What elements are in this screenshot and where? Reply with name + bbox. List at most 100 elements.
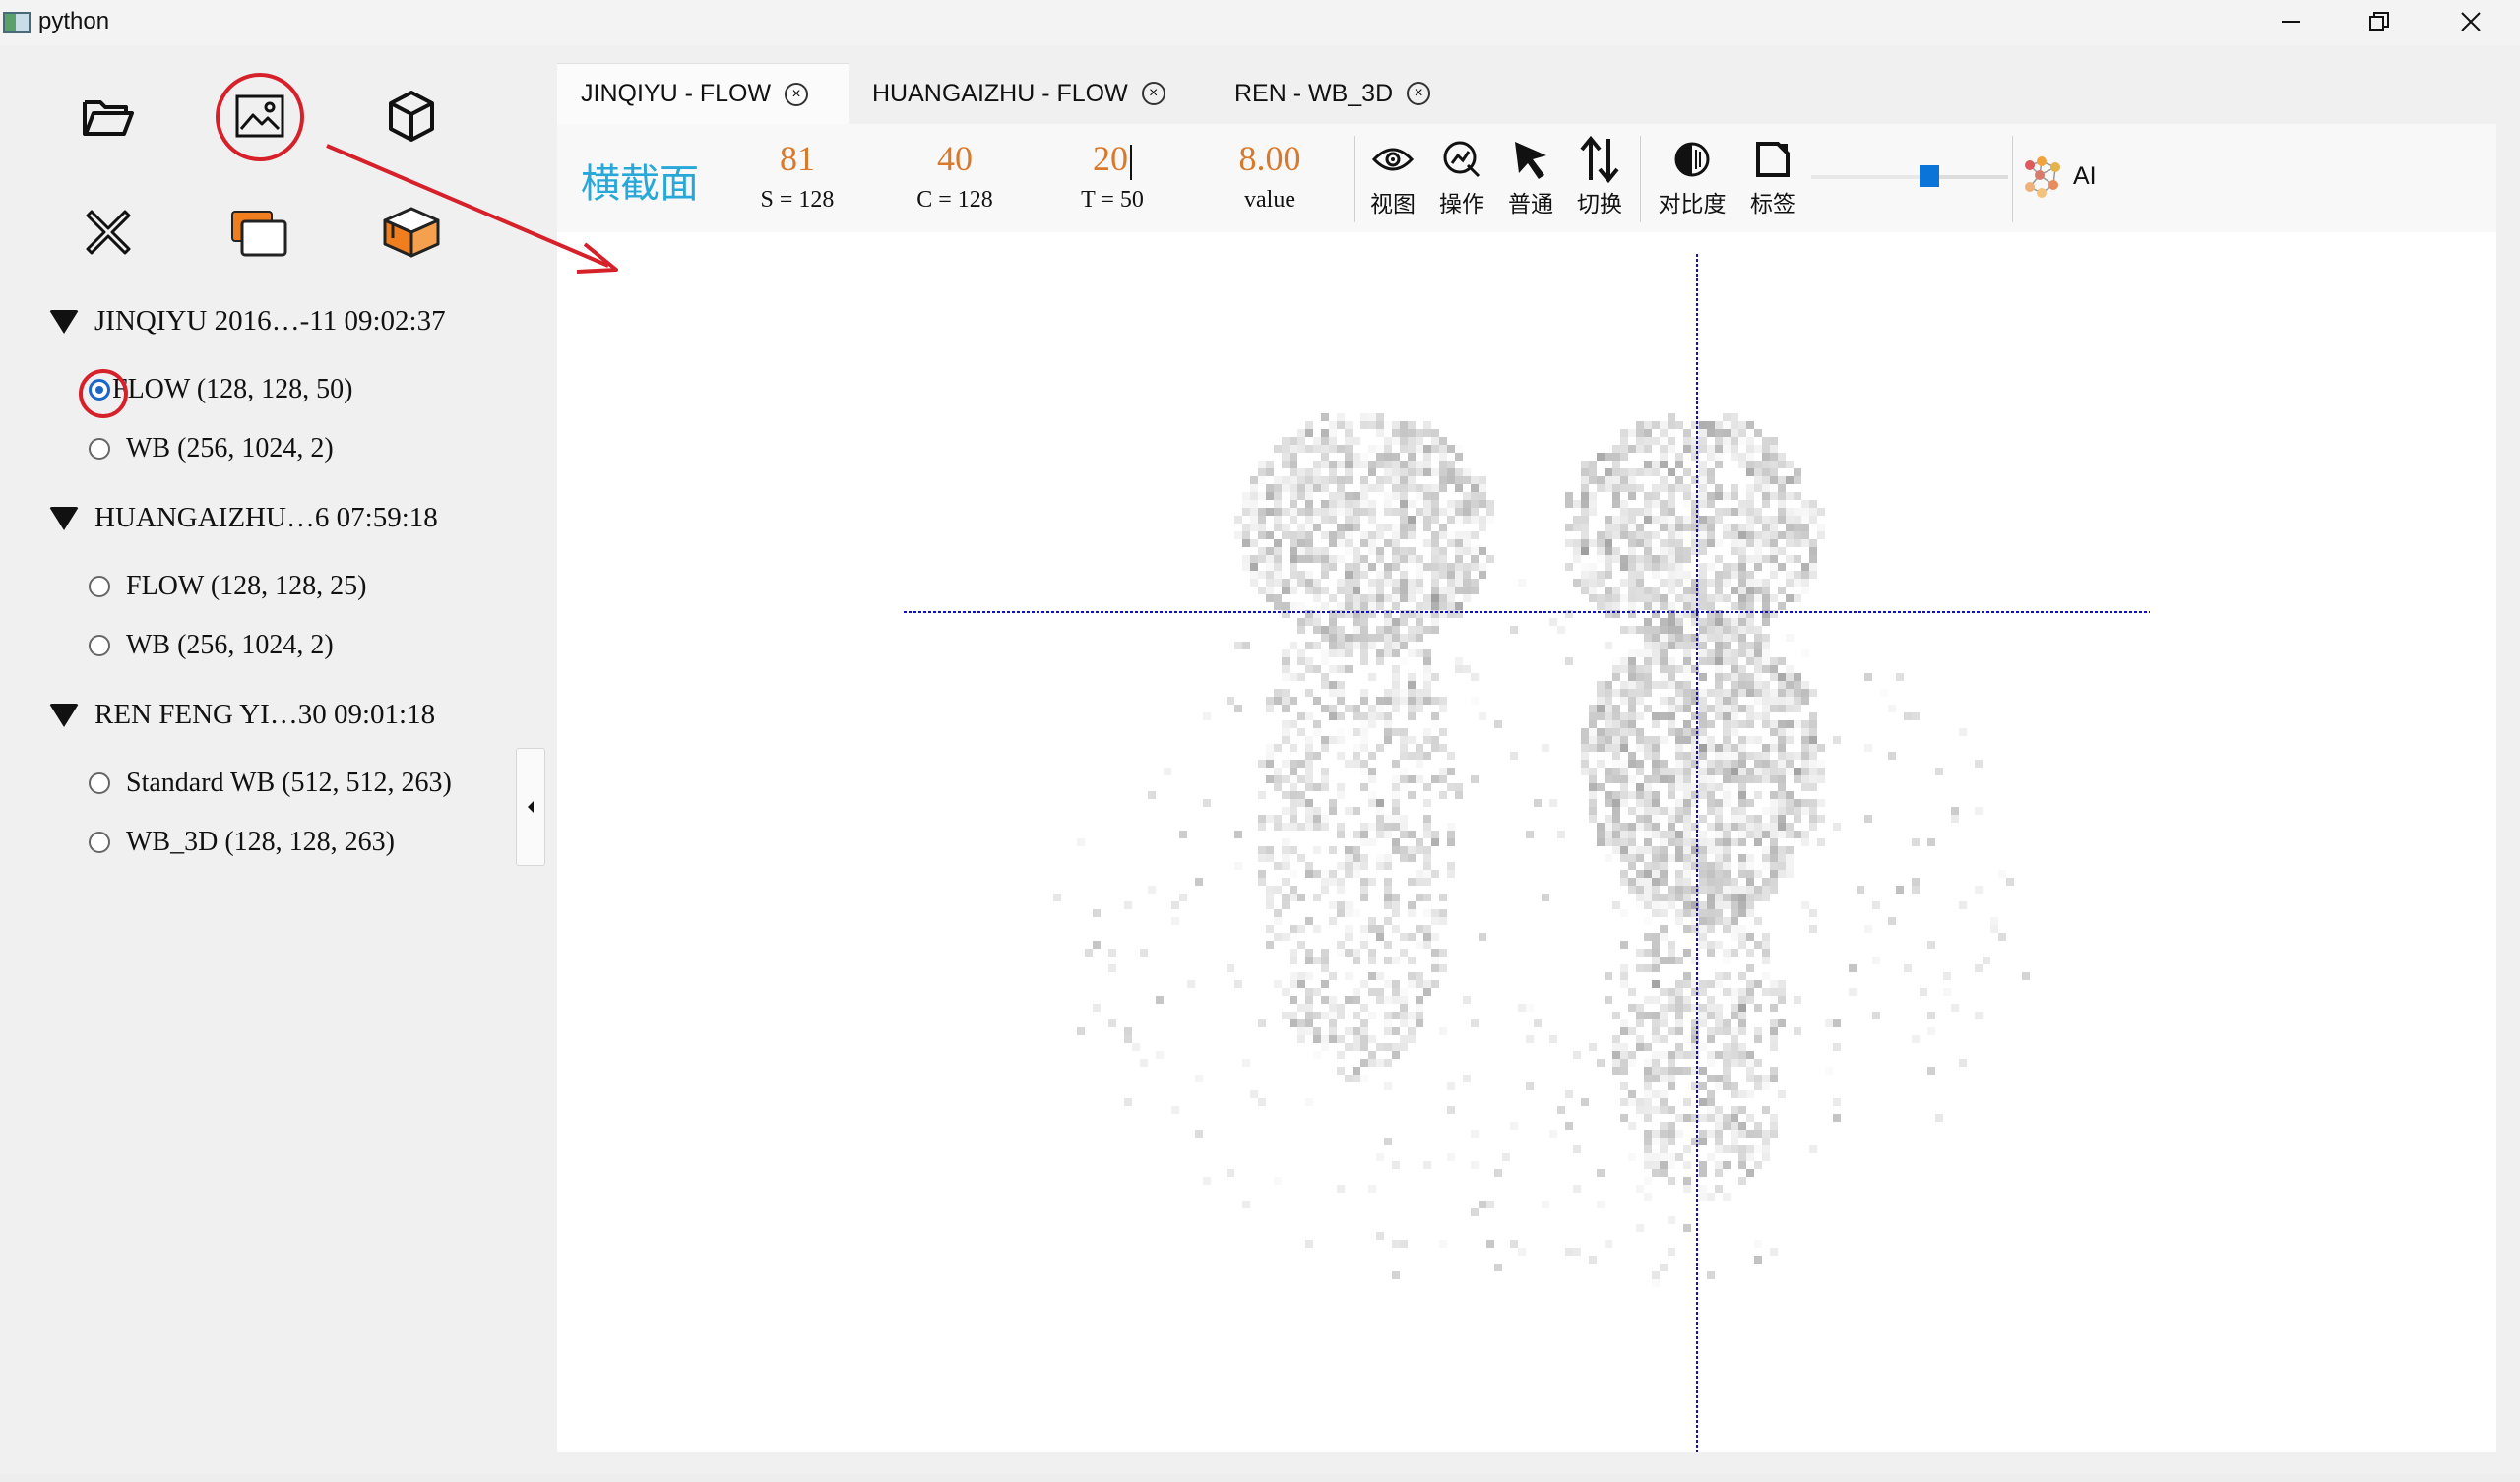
tree-item-flow[interactable]: FLOW (128, 128, 25) (89, 571, 366, 602)
speckle-pixel (1628, 673, 1636, 681)
speckle-pixel (1746, 720, 1754, 728)
radio-button[interactable] (89, 438, 110, 460)
speckle-pixel (1770, 807, 1778, 815)
speckle-pixel (1290, 555, 1297, 563)
tree-item-wb[interactable]: WB (256, 1024, 2) (89, 630, 334, 661)
speckle-pixel (1652, 587, 1660, 594)
tab-close-icon[interactable]: × (1141, 82, 1166, 105)
tab-jinqiyu-flow[interactable]: JINQIYU - FLOW × (557, 63, 849, 124)
normal-mode-button[interactable]: 普通 (1500, 134, 1561, 218)
speckle-pixel (1699, 1130, 1707, 1138)
speckle-pixel (1360, 783, 1368, 791)
tab-ren-wb3d[interactable]: REN - WB_3D × (1211, 63, 1496, 124)
operation-button[interactable]: 操作 (1431, 134, 1492, 218)
panel-collapse-handle[interactable] (516, 748, 545, 866)
speckle-pixel (1746, 831, 1754, 838)
view-plane-label[interactable]: 横截面 (581, 161, 699, 207)
tree-item-standard-wb[interactable]: Standard WB (512, 512, 263) (89, 768, 452, 799)
speckle-pixel (1699, 429, 1707, 437)
radio-button[interactable] (89, 576, 110, 597)
speckle-pixel (1778, 484, 1786, 492)
speckle-pixel (1282, 720, 1290, 728)
speckle-pixel (1447, 516, 1455, 524)
radio-button-checked[interactable] (89, 379, 110, 401)
tree-group-jinqiyu[interactable]: JINQIYU 2016…-11 09:02:37 (49, 305, 446, 338)
speckle-pixel (1683, 697, 1691, 705)
view-button[interactable]: 视图 (1362, 134, 1423, 218)
minimize-button[interactable] (2246, 2, 2335, 41)
tree-item-wb[interactable]: WB (256, 1024, 2) (89, 433, 334, 464)
tree-item-flow[interactable]: FLOW (128, 128, 50) (89, 374, 352, 405)
speckle-pixel (1321, 744, 1329, 752)
speckle-pixel (1353, 1035, 1360, 1043)
open-folder-button[interactable] (65, 73, 152, 159)
switch-button[interactable]: 切换 (1569, 134, 1630, 218)
speckle-pixel (1353, 563, 1360, 571)
radio-button[interactable] (89, 772, 110, 794)
3d-view-button[interactable] (368, 73, 455, 159)
speckle-pixel (1360, 634, 1368, 642)
slider-thumb[interactable] (1920, 165, 1939, 187)
speckle-pixel (1266, 492, 1274, 500)
tab-close-icon[interactable]: × (1407, 82, 1431, 105)
speckle-pixel (1384, 642, 1392, 649)
speckle-pixel (1652, 933, 1660, 941)
speckle-pixel (1620, 1027, 1628, 1035)
speckle-pixel (1738, 563, 1746, 571)
speckle-pixel (1305, 799, 1313, 807)
speckle-pixel (1801, 649, 1809, 657)
tree-item-wb-3d[interactable]: WB_3D (128, 128, 263) (89, 827, 395, 858)
coord-value[interactable]: 8.00 (1238, 139, 1301, 178)
expand-triangle-icon[interactable] (49, 309, 79, 334)
radio-button[interactable] (89, 635, 110, 656)
speckle-pixel (1329, 626, 1337, 634)
close-all-button[interactable] (65, 189, 152, 276)
speckle-pixel (1408, 610, 1416, 618)
speckle-pixel (1723, 775, 1731, 783)
speckle-pixel (1786, 728, 1794, 736)
speckle-pixel (1423, 516, 1431, 524)
cross-section-image[interactable] (557, 232, 2496, 1452)
speckle-pixel (1660, 539, 1668, 547)
speckle-pixel (1660, 846, 1668, 854)
coord-t[interactable]: 20 T = 50 (1043, 138, 1181, 214)
speckle-pixel (1423, 516, 1431, 524)
speckle-pixel (1321, 587, 1329, 594)
speckle-pixel (1715, 980, 1723, 988)
speckle-pixel (1943, 972, 1951, 980)
windows-button[interactable] (217, 189, 303, 276)
opacity-slider[interactable] (1811, 165, 2008, 187)
speckle-pixel (1597, 823, 1605, 831)
3d-box-button[interactable] (368, 189, 455, 276)
tab-close-icon[interactable]: × (785, 82, 809, 106)
image-viewport[interactable] (557, 232, 2496, 1452)
radio-button[interactable] (89, 832, 110, 853)
coord-s[interactable]: 81 S = 128 (728, 138, 866, 214)
coord-value-field[interactable]: 8.00 value (1201, 138, 1339, 214)
label-button[interactable]: 标签 (1742, 134, 1803, 218)
expand-triangle-icon[interactable] (49, 506, 79, 530)
restore-button[interactable] (2335, 2, 2424, 41)
close-window-button[interactable] (2426, 2, 2515, 41)
ai-button[interactable]: AI (2022, 154, 2097, 199)
coord-value[interactable]: 20 (1093, 139, 1128, 178)
speckle-pixel (1447, 476, 1455, 484)
speckle-pixel (1305, 815, 1313, 823)
speckle-pixel (1400, 933, 1408, 941)
coord-value[interactable]: 81 (780, 139, 815, 178)
tab-huangaizhu-flow[interactable]: HUANGAIZHU - FLOW × (849, 63, 1211, 124)
contrast-button[interactable]: 对比度 (1648, 134, 1736, 218)
speckle-pixel (1392, 453, 1400, 461)
speckle-pixel (1699, 1004, 1707, 1012)
speckle-pixel (1786, 846, 1794, 854)
speckle-pixel (1620, 437, 1628, 445)
tree-group-ren[interactable]: REN FENG YI…30 09:01:18 (49, 699, 435, 731)
coord-c[interactable]: 40 C = 128 (886, 138, 1024, 214)
tree-group-huangaizhu[interactable]: HUANGAIZHU…6 07:59:18 (49, 502, 438, 534)
coord-value[interactable]: 40 (937, 139, 973, 178)
speckle-pixel (1297, 728, 1305, 736)
image-view-button[interactable] (217, 73, 303, 159)
expand-triangle-icon[interactable] (49, 703, 79, 727)
coord-value-editing[interactable]: 20 (1043, 138, 1181, 181)
speckle-pixel (1376, 429, 1384, 437)
